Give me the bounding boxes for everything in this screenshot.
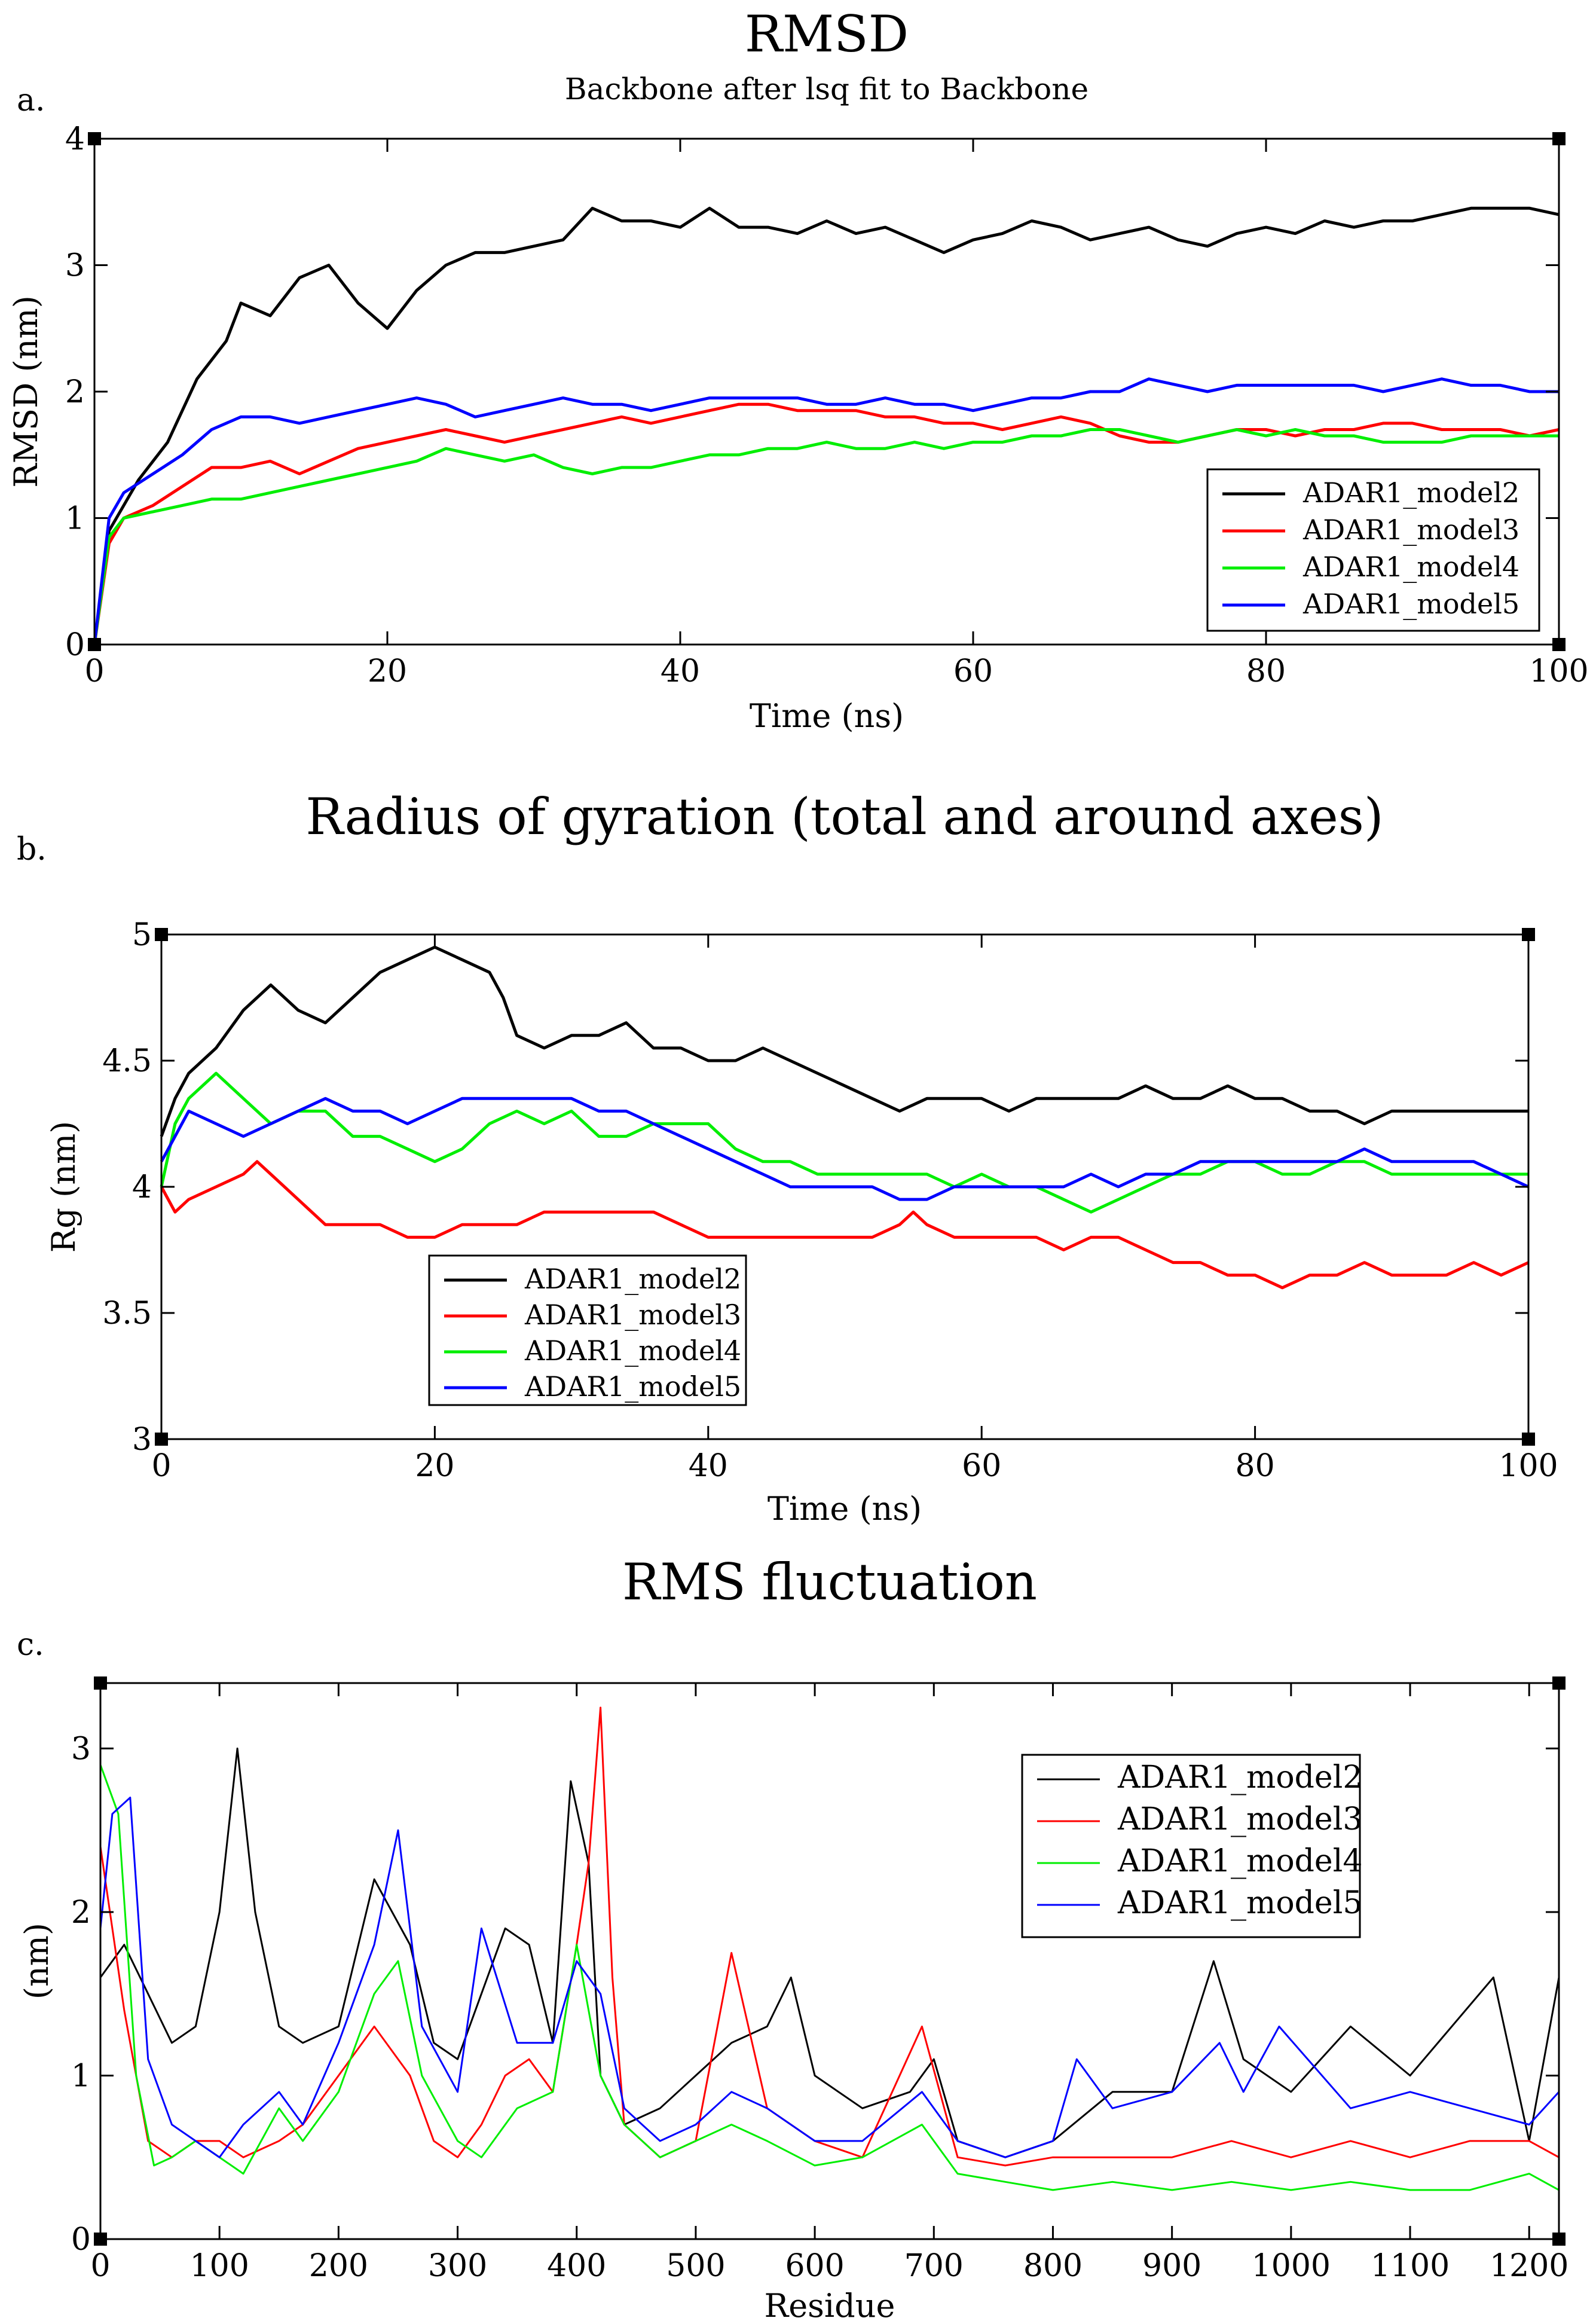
panel-c-x-tick-label: 200 bbox=[309, 2248, 368, 2284]
panel-b-legend-label: ADAR1_model5 bbox=[524, 1370, 741, 1403]
panel-b-x-tick-label: 0 bbox=[151, 1448, 171, 1484]
panel-c-y-tick-label: 2 bbox=[71, 1895, 91, 1931]
panel-a-y-axis-label: RMSD (nm) bbox=[7, 295, 45, 488]
panel-c-series-line-4 bbox=[99, 1797, 1560, 2158]
panel-b-x-tick-label: 40 bbox=[689, 1448, 728, 1484]
panel-c-x-tick-label: 600 bbox=[785, 2248, 844, 2284]
panel-b-series-line-3 bbox=[160, 1071, 1528, 1214]
panel-a-legend-label: ADAR1_model4 bbox=[1302, 551, 1519, 583]
panel-a-y-tick-label: 0 bbox=[65, 627, 85, 663]
panel-c-x-tick-label: 0 bbox=[90, 2248, 110, 2284]
panel-c-x-tick-label: 400 bbox=[547, 2248, 606, 2284]
panel-a-x-tick-label: 60 bbox=[953, 653, 993, 689]
panel-c-x-tick-label: 700 bbox=[904, 2248, 964, 2284]
panel-b-x-tick-label: 100 bbox=[1499, 1448, 1558, 1484]
panel-c-series-line-2 bbox=[99, 1706, 1560, 2167]
panel-a-title: RMSD bbox=[745, 5, 909, 63]
panel-c-y-tick-label: 3 bbox=[71, 1731, 91, 1767]
panel-a-x-tick-label: 80 bbox=[1246, 653, 1286, 689]
panel-a-series-line-4 bbox=[93, 377, 1559, 645]
panel-c-legend-label: ADAR1_model3 bbox=[1117, 1801, 1362, 1837]
panel-c-legend-label: ADAR1_model2 bbox=[1117, 1760, 1362, 1795]
panel-c-x-tick-label: 300 bbox=[428, 2248, 487, 2284]
panel-b-legend-label: ADAR1_model3 bbox=[524, 1299, 741, 1331]
panel-a-y-tick-label: 1 bbox=[65, 501, 85, 537]
panel-a-legend-label: ADAR1_model5 bbox=[1302, 588, 1519, 620]
panel-b-legend-label: ADAR1_model4 bbox=[524, 1334, 741, 1367]
panel-b-x-axis-label: Time (ns) bbox=[768, 1490, 922, 1528]
panel-c-x-tick-label: 800 bbox=[1023, 2248, 1083, 2284]
panel-a-label: a. bbox=[17, 83, 45, 118]
panel-a-x-tick-label: 0 bbox=[84, 653, 104, 689]
panel-b-y-tick-label: 3.5 bbox=[102, 1296, 152, 1332]
panel-c-x-tick-label: 1100 bbox=[1371, 2248, 1450, 2284]
panel-c-legend-label: ADAR1_model4 bbox=[1117, 1843, 1362, 1879]
panel-c-title: RMS fluctuation bbox=[622, 1553, 1037, 1611]
panel-b-y-axis-label: Rg (nm) bbox=[45, 1121, 82, 1253]
panel-a-series-line-1 bbox=[93, 206, 1560, 645]
panel-b-title: Radius of gyration (total and around axe… bbox=[305, 787, 1383, 846]
panel-a-legend-label: ADAR1_model2 bbox=[1302, 477, 1519, 509]
panel-b-x-tick-label: 80 bbox=[1236, 1448, 1275, 1484]
panel-a-subtitle: Backbone after lsq fit to Backbone bbox=[565, 72, 1089, 106]
panel-a-x-tick-label: 100 bbox=[1529, 653, 1588, 689]
panel-c-x-tick-label: 1200 bbox=[1490, 2248, 1568, 2284]
panel-b-legend-label: ADAR1_model2 bbox=[524, 1263, 741, 1295]
panel-c-y-tick-label: 0 bbox=[71, 2222, 91, 2258]
panel-b-series-line-4 bbox=[160, 1097, 1530, 1201]
panel-b-y-tick-label: 4 bbox=[132, 1169, 152, 1205]
panel-b-y-tick-label: 3 bbox=[132, 1422, 152, 1458]
panel-a-y-tick-label: 4 bbox=[65, 121, 85, 157]
panel-b-x-tick-label: 60 bbox=[962, 1448, 1001, 1484]
panel-a-y-tick-label: 3 bbox=[65, 248, 85, 284]
panel-c-label: c. bbox=[17, 1627, 44, 1663]
panel-c-x-tick-label: 900 bbox=[1142, 2248, 1201, 2284]
panel-a-y-tick-label: 2 bbox=[65, 374, 85, 410]
panel-c-x-axis-label: Residue bbox=[765, 2287, 895, 2324]
panel-a-legend-label: ADAR1_model3 bbox=[1302, 514, 1519, 546]
panel-a-x-tick-label: 20 bbox=[368, 653, 407, 689]
panel-b-series-line-2 bbox=[160, 1160, 1530, 1290]
panel-c-corner-marker-2 bbox=[1552, 1676, 1566, 1690]
panel-b-y-tick-label: 4.5 bbox=[102, 1043, 152, 1079]
panel-c-legend-label: ADAR1_model5 bbox=[1117, 1885, 1362, 1921]
panel-a-x-tick-label: 40 bbox=[661, 653, 700, 689]
panel-c-series-line-3 bbox=[99, 1764, 1560, 2191]
panel-c-x-tick-label: 100 bbox=[190, 2248, 249, 2284]
panel-c-plot-frame bbox=[99, 1682, 1560, 2240]
panel-c-legend-box bbox=[1021, 1754, 1361, 1938]
panel-c-y-tick-label: 1 bbox=[71, 2058, 91, 2094]
panel-a-series-line-3 bbox=[93, 428, 1559, 645]
panel-b-label: b. bbox=[17, 832, 47, 868]
panel-b-x-tick-label: 20 bbox=[415, 1448, 454, 1484]
panel-c-x-tick-label: 1000 bbox=[1252, 2248, 1331, 2284]
panel-c-y-axis-label: (nm) bbox=[18, 1923, 56, 1999]
panel-b-y-tick-label: 5 bbox=[132, 917, 152, 953]
panel-a-x-axis-label: Time (ns) bbox=[750, 697, 904, 735]
panel-b-series-line-1 bbox=[160, 945, 1528, 1137]
panel-c-x-tick-label: 500 bbox=[666, 2248, 725, 2284]
